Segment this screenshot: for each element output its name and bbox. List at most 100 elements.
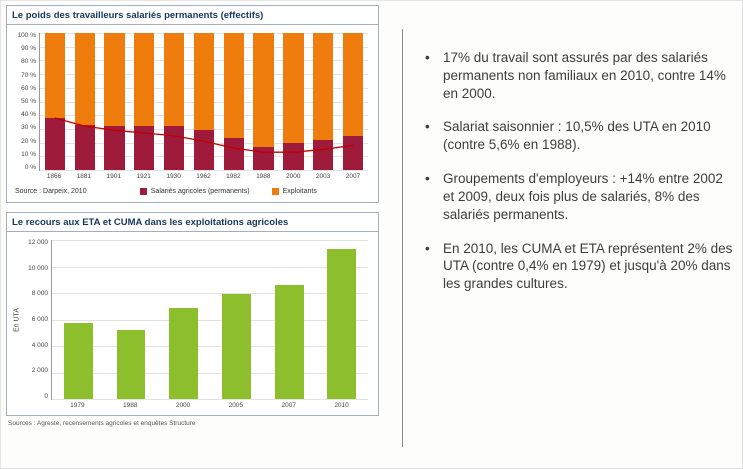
stacked-bar xyxy=(219,33,249,170)
exploitants-segment xyxy=(342,33,364,136)
bars xyxy=(52,240,368,399)
bar-column xyxy=(105,240,158,399)
stacked-bar xyxy=(40,33,70,170)
bar xyxy=(274,285,304,399)
y-tick-label: 100 % xyxy=(17,32,36,39)
gridline xyxy=(52,346,368,347)
y-tick-label: 30 % xyxy=(21,124,36,132)
y-tick-label: 20 % xyxy=(21,137,36,145)
charts-column: Le poids des travailleurs salariés perma… xyxy=(6,5,379,427)
y-tick-label: 70 % xyxy=(21,71,36,79)
chart-title-eta-cuma: Le recours aux ETA et CUMA dans les expl… xyxy=(7,213,378,232)
exploitants-segment xyxy=(104,33,125,127)
bar xyxy=(116,330,146,399)
y-tick-label: 0 xyxy=(44,392,48,400)
stacked-bar-segments xyxy=(134,33,155,170)
y-axis: 12 000 10 000 8 000 6 000 4 000 2 000 0 xyxy=(23,239,51,400)
stacked-bar-segments xyxy=(223,33,244,170)
x-tick-label: 1979 xyxy=(70,402,85,409)
key-points-panel: 17% du travail sont assurés par des sala… xyxy=(420,49,734,309)
stacked-bar xyxy=(279,33,309,170)
stacked-bar-segments xyxy=(283,33,304,170)
y-tick-label: 8 000 xyxy=(31,290,48,298)
y-tick-label: 50 % xyxy=(21,97,36,105)
exploitants-segment xyxy=(283,33,304,143)
bar xyxy=(327,249,357,399)
chart-source-eta-cuma: Sources : Agreste, recensements agricole… xyxy=(8,420,196,427)
x-tick-label: 1988 xyxy=(256,173,271,180)
vertical-divider xyxy=(402,29,403,447)
bar xyxy=(63,323,93,399)
exploitants-segment xyxy=(134,33,155,127)
y-tick-label: 80 % xyxy=(21,58,36,66)
x-tick-label: 2010 xyxy=(334,402,349,409)
chart-source: Source : Darpeix, 2010 xyxy=(15,188,87,195)
stacked-bar-segments xyxy=(104,33,125,170)
y-tick-label: 6 000 xyxy=(31,315,48,323)
y-tick-label: 12 000 xyxy=(28,239,48,246)
chart-title-salaries: Le poids des travailleurs salariés perma… xyxy=(7,6,378,25)
bullet-item: 17% du travail sont assurés par des sala… xyxy=(420,49,734,102)
y-tick-label: 4 000 xyxy=(31,341,48,349)
stacked-bar xyxy=(338,33,368,170)
exploitants-segment xyxy=(164,33,185,127)
x-tick-label: 1962 xyxy=(196,173,211,180)
exploitants-segment xyxy=(313,33,334,140)
exploitants-segment xyxy=(223,33,244,139)
x-tick-label: 2007 xyxy=(345,173,361,180)
x-tick-label: 1921 xyxy=(136,173,151,180)
bullet-item: En 2010, les CUMA et ETA représentent 2%… xyxy=(420,240,734,293)
chart-legend: Salariés agricoles (permanents) Exploita… xyxy=(87,188,370,195)
stacked-bar-segments xyxy=(44,33,66,170)
gridline xyxy=(40,170,368,171)
gridline xyxy=(52,399,368,400)
x-tick-label: 2003 xyxy=(315,173,331,180)
y-tick-label: 10 % xyxy=(21,150,36,158)
salaries-segment xyxy=(74,124,95,170)
y-tick-label: 2 000 xyxy=(31,367,48,375)
x-tick-label: 1930 xyxy=(166,173,181,180)
chart-eta-cuma: Le recours aux ETA et CUMA dans les expl… xyxy=(6,212,379,416)
chart-salaries-permanents: Le poids des travailleurs salariés perma… xyxy=(6,5,379,203)
y-tick-label: 40 % xyxy=(21,111,36,119)
exploitants-segment xyxy=(253,33,274,147)
salaries-segment xyxy=(44,117,66,170)
x-tick-label: 1982 xyxy=(226,173,241,180)
gridline xyxy=(52,293,368,294)
exploitants-segment xyxy=(193,33,215,131)
plot-area xyxy=(39,33,368,171)
legend-label-salaries: Salariés agricoles (permanents) xyxy=(150,188,250,195)
x-axis: 1979 1988 2000 2005 2007 2010 xyxy=(7,400,378,409)
bar-column xyxy=(52,240,105,399)
x-tick-label: 1881 xyxy=(76,173,92,180)
stacked-bar xyxy=(70,33,100,170)
stacked-bar xyxy=(129,33,159,170)
y-tick-label: 0 % xyxy=(24,163,36,171)
salaries-segment xyxy=(283,142,304,170)
bar-column xyxy=(157,240,210,399)
plot-area xyxy=(51,240,368,400)
x-tick-label: 2000 xyxy=(285,173,301,180)
x-axis: 1866 1881 1901 1921 1930 1962 1982 1988 2000 2003… xyxy=(7,171,378,180)
bullet-list: 17% du travail sont assurés par des sala… xyxy=(420,49,734,293)
stacked-bars xyxy=(40,33,368,170)
chart-footer: Source : Darpeix, 2010 Salariés agricole… xyxy=(7,180,378,202)
x-tick-label: 1866 xyxy=(46,173,62,180)
gridline xyxy=(52,319,368,321)
legend-swatch-exploitants xyxy=(271,188,279,195)
salaries-segment xyxy=(134,126,155,170)
bar-column xyxy=(263,240,316,399)
y-axis: 100 % 90 % 80 % 70 % 60 % 50 % 40 % 30 % 20 % 10 … xyxy=(11,32,39,171)
x-tick-label: 2000 xyxy=(175,402,191,409)
gridline xyxy=(52,240,368,241)
exploitants-segment xyxy=(74,33,95,125)
legend-item-salaries: Salariés agricoles (permanents) xyxy=(139,188,250,195)
stacked-bar-segments xyxy=(313,33,334,170)
gridline xyxy=(52,372,368,374)
stacked-bar xyxy=(308,33,338,170)
legend-label-exploitants: Exploitants xyxy=(282,188,317,195)
x-tick-label: 1988 xyxy=(123,402,138,409)
salaries-segment xyxy=(313,139,334,170)
bullet-item: Salariat saisonnier : 10,5% des UTA en 2… xyxy=(420,118,734,154)
